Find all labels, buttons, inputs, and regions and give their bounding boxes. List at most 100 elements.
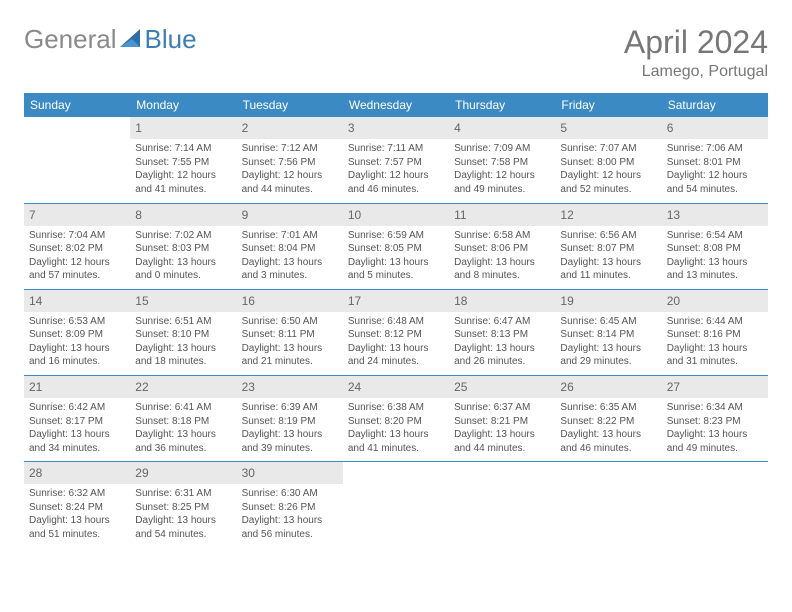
calendar-day-cell: 22 Sunrise: 6:41 AMSunset: 8:18 PMDayligh… (130, 375, 236, 461)
weekday-header: Friday (555, 93, 661, 117)
day-number: 5 (555, 117, 661, 139)
day-details: Sunrise: 6:56 AMSunset: 8:07 PMDaylight:… (560, 229, 656, 283)
day-number: 17 (343, 290, 449, 312)
weekday-header: Wednesday (343, 93, 449, 117)
calendar-day-cell: 19Sunrise: 6:45 AMSunset: 8:14 PMDayligh… (555, 289, 661, 375)
calendar-day-cell: 7 Sunrise: 7:04 AMSunset: 8:02 PMDaylight… (24, 203, 130, 289)
calendar-day-cell: 10 Sunrise: 6:59 AMSunset: 8:05 PMDayligh… (343, 203, 449, 289)
day-details: Sunrise: 6:53 AMSunset: 8:09 PMDaylight:… (29, 315, 125, 369)
calendar-day-cell: 3Sunrise: 7:11 AMSunset: 7:57 PMDaylight… (343, 117, 449, 203)
logo-word-2: Blue (145, 24, 197, 55)
day-details: Sunrise: 6:35 AMSunset: 8:22 PMDaylight:… (560, 401, 656, 455)
location-subtitle: Lamego, Portugal (624, 63, 768, 81)
calendar-day-cell: 23 Sunrise: 6:39 AMSunset: 8:19 PMDayligh… (237, 375, 343, 461)
day-number: 27 (662, 376, 768, 398)
calendar-week-row: 7 Sunrise: 7:04 AMSunset: 8:02 PMDaylight… (24, 203, 768, 289)
day-details: Sunrise: 6:32 AMSunset: 8:24 PMDaylight:… (29, 487, 125, 541)
day-number: 18 (449, 290, 555, 312)
day-number: 26 (555, 376, 661, 398)
calendar-day-cell: 15Sunrise: 6:51 AMSunset: 8:10 PMDayligh… (130, 289, 236, 375)
day-number: 4 (449, 117, 555, 139)
calendar-day-cell: 18Sunrise: 6:47 AMSunset: 8:13 PMDayligh… (449, 289, 555, 375)
calendar-day-cell (662, 462, 768, 548)
calendar-day-cell (343, 462, 449, 548)
weekday-header: Monday (130, 93, 236, 117)
logo-sail-icon (120, 29, 142, 49)
calendar-week-row: 28 Sunrise: 6:32 AMSunset: 8:24 PMDayligh… (24, 462, 768, 548)
calendar-day-cell: 29 Sunrise: 6:31 AMSunset: 8:25 PMDayligh… (130, 462, 236, 548)
day-details: Sunrise: 7:07 AMSunset: 8:00 PMDaylight:… (560, 142, 656, 196)
day-details: Sunrise: 7:09 AMSunset: 7:58 PMDaylight:… (454, 142, 550, 196)
weekday-header-row: Sunday Monday Tuesday Wednesday Thursday… (24, 93, 768, 117)
day-number: 7 (24, 204, 130, 226)
calendar-day-cell (555, 462, 661, 548)
calendar-week-row: 14Sunrise: 6:53 AMSunset: 8:09 PMDayligh… (24, 289, 768, 375)
calendar-page: General Blue April 2024 Lamego, Portugal… (0, 0, 792, 548)
calendar-day-cell: 1Sunrise: 7:14 AMSunset: 7:55 PMDaylight… (130, 117, 236, 203)
calendar-day-cell: 20 Sunrise: 6:44 AMSunset: 8:16 PMDayligh… (662, 289, 768, 375)
day-details: Sunrise: 6:41 AMSunset: 8:18 PMDaylight:… (135, 401, 231, 455)
calendar-day-cell: 25 Sunrise: 6:37 AMSunset: 8:21 PMDayligh… (449, 375, 555, 461)
calendar-day-cell: 9Sunrise: 7:01 AMSunset: 8:04 PMDaylight… (237, 203, 343, 289)
calendar-day-cell: 4 Sunrise: 7:09 AMSunset: 7:58 PMDaylight… (449, 117, 555, 203)
day-details: Sunrise: 7:14 AMSunset: 7:55 PMDaylight:… (135, 142, 231, 196)
day-details: Sunrise: 6:31 AMSunset: 8:25 PMDaylight:… (135, 487, 231, 541)
day-details: Sunrise: 6:39 AMSunset: 8:19 PMDaylight:… (242, 401, 338, 455)
calendar-day-cell: 5 Sunrise: 7:07 AMSunset: 8:00 PMDaylight… (555, 117, 661, 203)
day-details: Sunrise: 6:50 AMSunset: 8:11 PMDaylight:… (242, 315, 338, 369)
weekday-header: Tuesday (237, 93, 343, 117)
calendar-day-cell: 13Sunrise: 6:54 AMSunset: 8:08 PMDayligh… (662, 203, 768, 289)
day-details: Sunrise: 7:12 AMSunset: 7:56 PMDaylight:… (242, 142, 338, 196)
page-title: April 2024 (624, 24, 768, 61)
day-number: 28 (24, 462, 130, 484)
logo-word-1: General (24, 24, 117, 55)
day-details: Sunrise: 6:38 AMSunset: 8:20 PMDaylight:… (348, 401, 444, 455)
calendar-day-cell: 27 Sunrise: 6:34 AMSunset: 8:23 PMDayligh… (662, 375, 768, 461)
day-number: 11 (449, 204, 555, 226)
day-details: Sunrise: 6:42 AMSunset: 8:17 PMDaylight:… (29, 401, 125, 455)
calendar-day-cell: 6Sunrise: 7:06 AMSunset: 8:01 PMDaylight… (662, 117, 768, 203)
calendar-day-cell: 12Sunrise: 6:56 AMSunset: 8:07 PMDayligh… (555, 203, 661, 289)
day-number: 25 (449, 376, 555, 398)
day-number: 20 (662, 290, 768, 312)
day-number: 29 (130, 462, 236, 484)
calendar-week-row: 21 Sunrise: 6:42 AMSunset: 8:17 PMDayligh… (24, 375, 768, 461)
day-details: Sunrise: 6:59 AMSunset: 8:05 PMDaylight:… (348, 229, 444, 283)
day-number: 24 (343, 376, 449, 398)
day-number: 16 (237, 290, 343, 312)
day-number: 10 (343, 204, 449, 226)
weekday-header: Thursday (449, 93, 555, 117)
calendar-day-cell: 14Sunrise: 6:53 AMSunset: 8:09 PMDayligh… (24, 289, 130, 375)
calendar-day-cell: 16 Sunrise: 6:50 AMSunset: 8:11 PMDayligh… (237, 289, 343, 375)
calendar-day-cell: 2Sunrise: 7:12 AMSunset: 7:56 PMDaylight… (237, 117, 343, 203)
day-details: Sunrise: 7:06 AMSunset: 8:01 PMDaylight:… (667, 142, 763, 196)
day-details: Sunrise: 6:34 AMSunset: 8:23 PMDaylight:… (667, 401, 763, 455)
calendar-week-row: 1Sunrise: 7:14 AMSunset: 7:55 PMDaylight… (24, 117, 768, 203)
calendar-day-cell: 30Sunrise: 6:30 AMSunset: 8:26 PMDayligh… (237, 462, 343, 548)
calendar-day-cell: 11 Sunrise: 6:58 AMSunset: 8:06 PMDayligh… (449, 203, 555, 289)
day-number: 21 (24, 376, 130, 398)
calendar-day-cell: 17 Sunrise: 6:48 AMSunset: 8:12 PMDayligh… (343, 289, 449, 375)
day-details: Sunrise: 7:11 AMSunset: 7:57 PMDaylight:… (348, 142, 444, 196)
weekday-header: Saturday (662, 93, 768, 117)
day-number: 30 (237, 462, 343, 484)
day-details: Sunrise: 6:44 AMSunset: 8:16 PMDaylight:… (667, 315, 763, 369)
day-number: 8 (130, 204, 236, 226)
calendar-day-cell (24, 117, 130, 203)
calendar-day-cell: 28 Sunrise: 6:32 AMSunset: 8:24 PMDayligh… (24, 462, 130, 548)
calendar-day-cell: 26 Sunrise: 6:35 AMSunset: 8:22 PMDayligh… (555, 375, 661, 461)
day-details: Sunrise: 6:48 AMSunset: 8:12 PMDaylight:… (348, 315, 444, 369)
day-number: 19 (555, 290, 661, 312)
title-block: April 2024 Lamego, Portugal (624, 24, 768, 81)
day-details: Sunrise: 7:04 AMSunset: 8:02 PMDaylight:… (29, 229, 125, 283)
weekday-header: Sunday (24, 93, 130, 117)
day-number: 13 (662, 204, 768, 226)
day-details: Sunrise: 6:58 AMSunset: 8:06 PMDaylight:… (454, 229, 550, 283)
day-number: 22 (130, 376, 236, 398)
calendar-day-cell (449, 462, 555, 548)
calendar-day-cell: 24 Sunrise: 6:38 AMSunset: 8:20 PMDayligh… (343, 375, 449, 461)
day-details: Sunrise: 7:01 AMSunset: 8:04 PMDaylight:… (242, 229, 338, 283)
day-details: Sunrise: 6:37 AMSunset: 8:21 PMDaylight:… (454, 401, 550, 455)
day-details: Sunrise: 7:02 AMSunset: 8:03 PMDaylight:… (135, 229, 231, 283)
day-number: 23 (237, 376, 343, 398)
